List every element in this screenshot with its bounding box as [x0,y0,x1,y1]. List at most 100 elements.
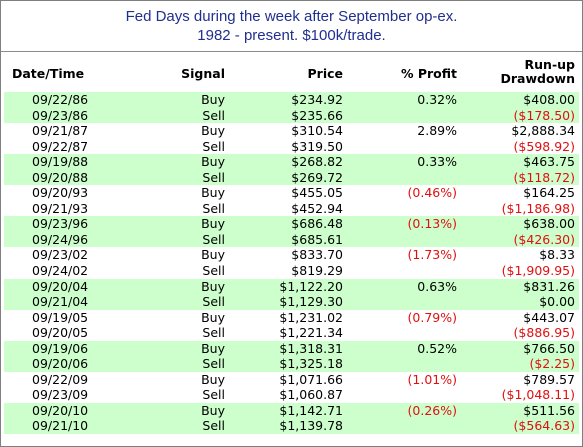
cell-profit: (1.01%) [407,371,457,387]
cell-runup-drawdown: $2,888.34 [511,123,575,139]
cell-signal: Sell [202,325,225,341]
cell-runup-drawdown: ($426.30) [513,231,575,247]
table-title: Fed Days during the week after September… [1,7,582,45]
cell-price: $234.92 [291,92,343,107]
table-row: 09/20/05 Sell $1,221.34 ($886.95) [4,325,579,341]
table-row: 09/20/10 Buy $1,142.71 (0.26%) $511.56 [4,402,579,419]
column-header-profit: % Profit [400,66,457,81]
cell-profit: (0.13%) [407,216,457,232]
table-row: 09/22/09 Buy $1,071.66 (1.01%) $789.57 [4,372,579,388]
cell-runup-drawdown: ($598.92) [513,138,575,154]
cell-date: 09/20/04 [32,278,89,294]
cell-runup-drawdown: $511.56 [523,402,575,418]
cell-signal: Buy [201,309,225,325]
cell-date: 09/21/10 [32,418,89,434]
cell-price: $1,122.20 [279,278,343,294]
cell-runup-drawdown: $463.75 [523,154,575,170]
table-row: 09/20/93 Buy $455.05 (0.46%) $164.25 [4,185,579,201]
table-row: 09/24/96 Sell $685.61 ($426.30) [4,231,579,248]
column-header-signal: Signal [181,66,225,81]
cell-price: $1,129.30 [279,294,343,310]
table-row: 09/21/87 Buy $310.54 2.89% $2,888.34 [4,123,579,139]
cell-runup-drawdown: ($886.95) [513,325,575,341]
cell-profit: (1.73%) [407,247,457,263]
cell-profit: (0.26%) [407,402,457,418]
column-header-date: Date/Time [12,66,85,81]
cell-date: 09/22/86 [32,92,89,107]
column-header-runup-drawdown: Run-up Drawdown [471,58,575,92]
cell-price: $1,142.71 [279,402,343,418]
cell-signal: Sell [202,263,225,279]
column-header-price: Price [307,66,344,81]
cell-runup-drawdown: $408.00 [523,92,575,107]
table-row: 09/23/09 Sell $1,060.87 ($1,048.11) [4,387,579,403]
cell-price: $1,325.18 [279,356,343,372]
table-row: 09/19/05 Buy $1,231.02 (0.79%) $443.07 [4,310,579,326]
table-row: 09/23/02 Buy $833.70 (1.73%) $8.33 [4,247,579,263]
cell-signal: Sell [202,418,225,434]
cell-date: 09/20/88 [32,169,89,185]
cell-date: 09/22/09 [32,371,89,387]
cell-profit: (0.46%) [407,185,457,201]
cell-runup-drawdown: ($1,186.98) [501,200,575,216]
cell-date: 09/24/02 [32,263,89,279]
cell-price: $819.29 [291,263,343,279]
cell-signal: Sell [202,107,225,123]
table-row: 09/23/86 Sell $235.66 ($178.50) [4,107,579,124]
cell-runup-drawdown: $0.00 [539,294,575,310]
cell-date: 09/21/87 [32,123,89,139]
cell-price: $1,221.34 [279,325,343,341]
cell-profit: 0.33% [417,154,457,170]
cell-runup-drawdown: ($1,909.95) [501,263,575,279]
cell-runup-drawdown: ($178.50) [513,107,575,123]
cell-price: $268.82 [291,154,343,170]
cell-date: 09/23/02 [32,247,89,263]
cell-runup-drawdown: $8.33 [539,247,575,263]
cell-date: 09/19/88 [32,154,89,170]
cell-price: $235.66 [291,107,343,123]
cell-signal: Sell [202,138,225,154]
title-line-2: 1982 - present. $100k/trade. [197,27,386,44]
cell-price: $1,071.66 [279,371,343,387]
cell-profit: 2.89% [417,123,457,139]
cell-runup-drawdown: $164.25 [523,185,575,201]
table-row: 09/20/06 Sell $1,325.18 ($2.25) [4,356,579,372]
table-row: 09/19/06 Buy $1,318.31 0.52% $766.50 [4,340,579,357]
table-row: 09/20/04 Buy $1,122.20 0.63% $831.26 [4,278,579,295]
cell-date: 09/20/05 [32,325,89,341]
table-row: 09/21/10 Sell $1,139.78 ($564.63) [4,418,579,435]
cell-date: 09/19/06 [32,340,89,356]
table-body: 09/22/86 Buy $234.92 0.32% $408.00 09/23/86 Se… [4,92,579,435]
cell-date: 09/24/96 [32,231,89,247]
cell-date: 09/23/96 [32,216,89,232]
cell-signal: Buy [201,92,225,107]
cell-signal: Buy [201,340,225,356]
cell-price: $1,231.02 [279,309,343,325]
cell-runup-drawdown: $789.57 [523,371,575,387]
title-line-1: Fed Days during the week after September… [125,8,458,25]
cell-signal: Sell [202,356,225,372]
cell-signal: Sell [202,231,225,247]
cell-price: $319.50 [291,138,343,154]
cell-signal: Sell [202,387,225,403]
cell-profit: 0.32% [417,92,457,107]
cell-price: $310.54 [291,123,343,139]
cell-runup-drawdown: $443.07 [523,309,575,325]
table-row: 09/19/88 Buy $268.82 0.33% $463.75 [4,154,579,170]
cell-price: $452.94 [291,200,343,216]
cell-runup-drawdown: ($118.72) [513,169,575,185]
cell-date: 09/22/87 [32,138,89,154]
cell-price: $1,318.31 [279,340,343,356]
cell-price: $685.61 [291,231,343,247]
cell-date: 09/20/93 [32,185,89,201]
cell-profit: 0.63% [417,278,457,294]
cell-runup-drawdown: ($2.25) [529,356,575,372]
cell-runup-drawdown: $766.50 [523,340,575,356]
cell-runup-drawdown: ($564.63) [513,418,575,434]
cell-date: 09/20/06 [32,356,89,372]
table-row: 09/22/87 Sell $319.50 ($598.92) [4,139,579,155]
cell-signal: Buy [201,216,225,232]
cell-signal: Buy [201,123,225,139]
column-header-drawdown: Drawdown [500,71,575,86]
cell-signal: Sell [202,294,225,310]
